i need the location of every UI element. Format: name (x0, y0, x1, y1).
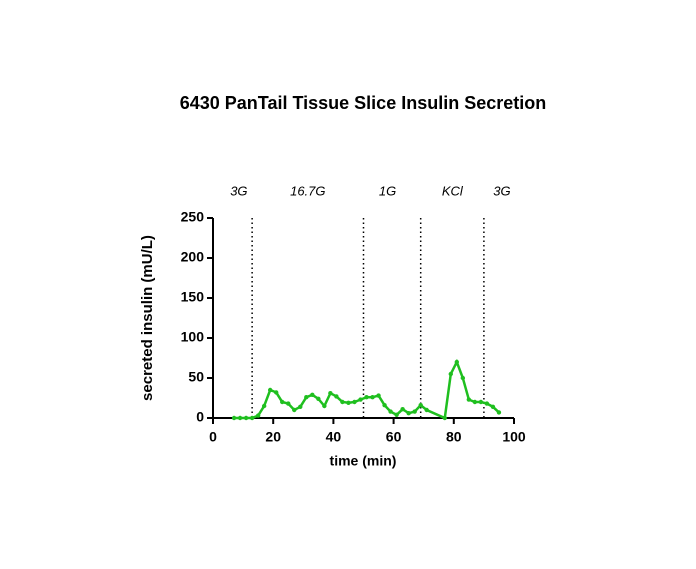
data-point (448, 371, 453, 377)
phase-label: 3G (493, 183, 510, 198)
x-tick-label: 40 (326, 429, 342, 445)
x-tick-label: 20 (265, 429, 281, 445)
data-point (261, 403, 267, 409)
data-point (406, 411, 411, 416)
data-point (490, 404, 496, 409)
data-point (478, 399, 484, 405)
data-point (412, 409, 417, 414)
x-tick-label: 0 (209, 429, 217, 445)
data-point (340, 399, 345, 405)
x-tick-label: 100 (502, 429, 526, 445)
data-point (280, 399, 285, 405)
data-point (472, 399, 478, 405)
data-point (286, 401, 291, 406)
phase-label: 16.7G (290, 183, 325, 198)
data-point (328, 391, 333, 396)
data-point (267, 387, 273, 393)
data-point (346, 400, 351, 405)
data-point (370, 395, 375, 400)
x-tick-label: 60 (386, 429, 402, 445)
data-point (388, 409, 393, 414)
data-point (255, 413, 261, 418)
data-point (249, 415, 255, 421)
y-tick-label: 0 (196, 409, 204, 425)
chart-title: 6430 PanTail Tissue Slice Insulin Secret… (180, 93, 547, 113)
data-point (310, 392, 315, 397)
data-point (400, 407, 405, 412)
data-point (274, 390, 279, 395)
data-point (322, 403, 327, 409)
y-tick-label: 100 (181, 329, 205, 345)
phase-label: 3G (230, 183, 247, 198)
data-point (298, 404, 303, 409)
y-tick-label: 50 (188, 369, 204, 385)
y-tick-label: 150 (181, 289, 205, 305)
data-point (418, 403, 423, 408)
x-tick-label: 80 (446, 429, 462, 445)
data-point (382, 403, 387, 408)
data-point (352, 399, 357, 405)
data-point (304, 395, 309, 400)
phase-label: 1G (379, 183, 396, 198)
data-point (316, 396, 321, 401)
y-axis-label: secreted insulin (mU/L) (139, 235, 156, 401)
data-point (358, 397, 363, 402)
data-point (231, 415, 237, 421)
data-point (364, 395, 369, 400)
data-point (454, 359, 460, 365)
data-point (496, 410, 502, 415)
data-point (376, 393, 381, 398)
data-point (424, 407, 429, 413)
y-tick-label: 250 (181, 209, 205, 225)
data-point (237, 415, 243, 421)
data-point (484, 401, 490, 406)
series-line (234, 358, 500, 420)
data-point (466, 397, 472, 402)
data-point (243, 415, 249, 421)
data-point (442, 415, 447, 421)
data-point (460, 375, 466, 381)
data-point (394, 412, 399, 417)
y-tick-label: 200 (181, 249, 205, 265)
phase-label: KCl (442, 183, 464, 198)
data-point (334, 394, 339, 399)
x-axis-label: time (min) (330, 453, 397, 469)
data-point (292, 407, 297, 413)
